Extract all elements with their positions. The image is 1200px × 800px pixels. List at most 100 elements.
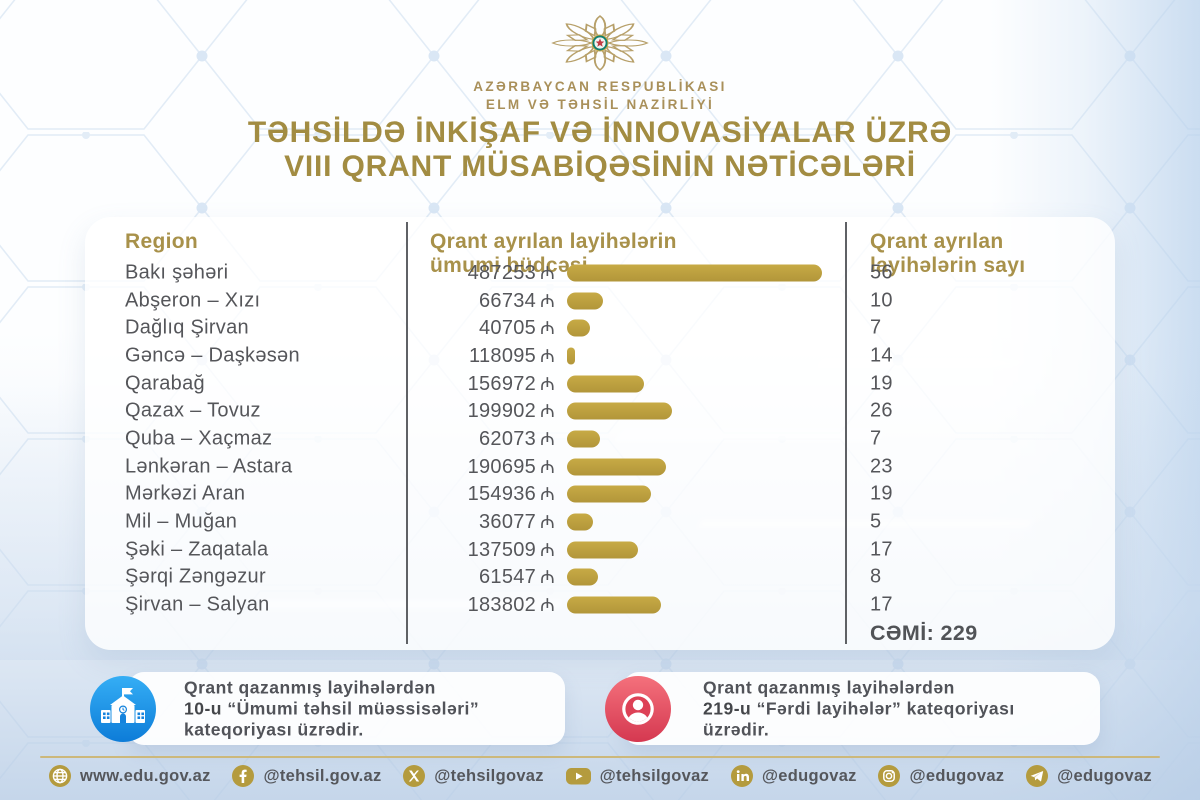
info-individual-line2: 219-u “Fərdi layihələr” kateqoriyası [703, 698, 1015, 718]
budget-value: 199902 [467, 400, 537, 423]
table-row: Şirvan – Salyan 183802 ₼ 17 [85, 591, 1115, 619]
globe-icon [48, 764, 72, 788]
budget-column-header-line1: Qrant ayrılan layihələrin [430, 230, 677, 253]
region-label: Abşeron – Xızı [125, 289, 261, 312]
budget-bar [567, 596, 662, 614]
region-label: Gəncə – Daşkəsən [125, 344, 300, 367]
budget-value: 62073 [478, 427, 537, 450]
info-school-line2: 10-u “Ümumi təhsil müəssisələri” [184, 698, 480, 718]
manat-symbol: ₼ [540, 595, 555, 617]
column-divider-1 [406, 222, 408, 644]
region-label: Mərkəzi Aran [125, 482, 246, 505]
budget-bar [567, 485, 652, 503]
social-handle-label: www.edu.gov.az [80, 766, 211, 785]
budget-bar [567, 458, 667, 476]
region-label: Mil – Muğan [125, 510, 238, 533]
telegram-icon [1025, 764, 1049, 788]
ministry-name-line1: AZƏRBAYCAN RESPUBLİKASI [473, 79, 727, 94]
social-handle-label: @edugovaz [909, 766, 1005, 785]
column-divider-2 [845, 222, 847, 644]
info-text-school: Qrant qazanmış layihələrdən 10-u “Ümumi … [184, 677, 479, 740]
page-title: TƏHSİLDƏ İNKİŞAF VƏ İNNOVASİYALAR ÜZRƏ V… [0, 116, 1200, 184]
budget-bar [567, 292, 603, 310]
social-link-linkedin[interactable]: @edugovaz [730, 764, 857, 788]
social-handle-label: @tehsil.gov.az [263, 766, 382, 785]
school-icon [90, 676, 156, 742]
count-value: 19 [870, 372, 893, 395]
region-label: Şərqi Zəngəzur [125, 565, 266, 588]
budget-bar [567, 568, 598, 586]
count-value: 14 [870, 344, 893, 367]
instagram-icon [877, 764, 901, 788]
x-icon [402, 764, 426, 788]
region-label: Bakı şəhəri [125, 261, 229, 284]
budget-value: 61547 [478, 566, 537, 589]
table-body: Bakı şəhəri 487253 ₼ 56 Abşeron – Xızı 66… [85, 259, 1115, 619]
youtube-icon [565, 764, 592, 788]
social-link-globe[interactable]: www.edu.gov.az [48, 764, 211, 788]
region-label: Lənkəran – Astara [125, 455, 293, 478]
social-link-telegram[interactable]: @edugovaz [1025, 764, 1152, 788]
manat-symbol: ₼ [540, 345, 555, 367]
budget-value: 183802 [467, 594, 537, 617]
manat-symbol: ₼ [540, 484, 555, 506]
social-link-instagram[interactable]: @edugovaz [877, 764, 1004, 788]
table-row: Quba – Xaçmaz 62073 ₼ 7 [85, 425, 1115, 453]
table-row: Qazax – Tovuz 199902 ₼ 26 [85, 397, 1115, 425]
social-handle-label: @edugovaz [1057, 766, 1152, 785]
info-school-line3: kateqoriyası üzrədir. [184, 719, 364, 739]
table-row: Gəncə – Daşkəsən 118095 ₼ 14 [85, 342, 1115, 370]
region-label: Şirvan – Salyan [125, 593, 270, 616]
budget-value: 154936 [467, 483, 537, 506]
info-card-school-category: Qrant qazanmış layihələrdən 10-u “Ümumi … [90, 672, 565, 745]
count-value: 19 [870, 482, 893, 505]
social-handle-label: @tehsilgovaz [599, 766, 710, 785]
table-row: Mərkəzi Aran 154936 ₼ 19 [85, 481, 1115, 509]
budget-value: 190695 [467, 455, 537, 478]
region-label: Quba – Xaçmaz [125, 427, 273, 450]
table-row: Mil – Muğan 36077 ₼ 5 [85, 508, 1115, 536]
count-value: 17 [870, 538, 893, 561]
budget-value: 118095 [469, 344, 537, 367]
ministry-name-line2: ELM VƏ TƏHSİL NAZİRLİYİ [485, 96, 715, 112]
table-row: Abşeron – Xızı 66734 ₼ 10 [85, 287, 1115, 315]
table-row: Bakı şəhəri 487253 ₼ 56 [85, 259, 1115, 287]
count-column-header-line1: Qrant ayrılan [870, 230, 1004, 253]
count-value: 26 [870, 399, 893, 422]
budget-bar [567, 430, 601, 448]
manat-symbol: ₼ [540, 567, 555, 589]
budget-value: 487253 [467, 261, 537, 284]
region-label: Qarabağ [125, 372, 205, 395]
info-individual-line1: Qrant qazanmış layihələrdən [703, 677, 955, 697]
social-link-x[interactable]: @tehsilgovaz [402, 764, 544, 788]
count-value: 5 [870, 510, 882, 533]
region-label: Dağlıq Şirvan [125, 316, 249, 339]
budget-value: 156972 [467, 372, 537, 395]
count-value: 7 [870, 316, 882, 339]
budget-value: 137509 [467, 538, 537, 561]
budget-bar [567, 264, 822, 282]
manat-symbol: ₼ [540, 456, 555, 478]
budget-bar [567, 513, 593, 531]
manat-symbol: ₼ [540, 539, 555, 561]
manat-symbol: ₼ [540, 318, 555, 340]
manat-symbol: ₼ [540, 373, 555, 395]
count-value: 7 [870, 427, 882, 450]
manat-symbol: ₼ [540, 428, 555, 450]
linkedin-icon [730, 764, 754, 788]
budget-value: 36077 [478, 511, 537, 534]
manat-symbol: ₼ [540, 401, 555, 423]
social-link-youtube[interactable]: @tehsilgovaz [565, 764, 710, 788]
table-row: Lənkəran – Astara 190695 ₼ 23 [85, 453, 1115, 481]
manat-symbol: ₼ [540, 512, 555, 534]
title-line1: TƏHSİLDƏ İNKİŞAF VƏ İNNOVASİYALAR ÜZRƏ [247, 116, 953, 149]
info-text-individual: Qrant qazanmış layihələrdən 219-u “Fərdi… [703, 677, 1015, 740]
budget-bar [567, 375, 644, 393]
total-count-label: CƏMİ: 229 [870, 621, 978, 645]
table-row: Dağlıq Şirvan 40705 ₼ 7 [85, 314, 1115, 342]
region-label: Şəki – Zaqatala [125, 538, 269, 561]
title-line2: VIII QRANT MÜSABİQƏSİNİN NƏTİCƏLƏRİ [284, 150, 916, 183]
social-link-facebook[interactable]: @tehsil.gov.az [231, 764, 381, 788]
count-value: 56 [870, 261, 893, 284]
budget-bar [567, 319, 590, 337]
